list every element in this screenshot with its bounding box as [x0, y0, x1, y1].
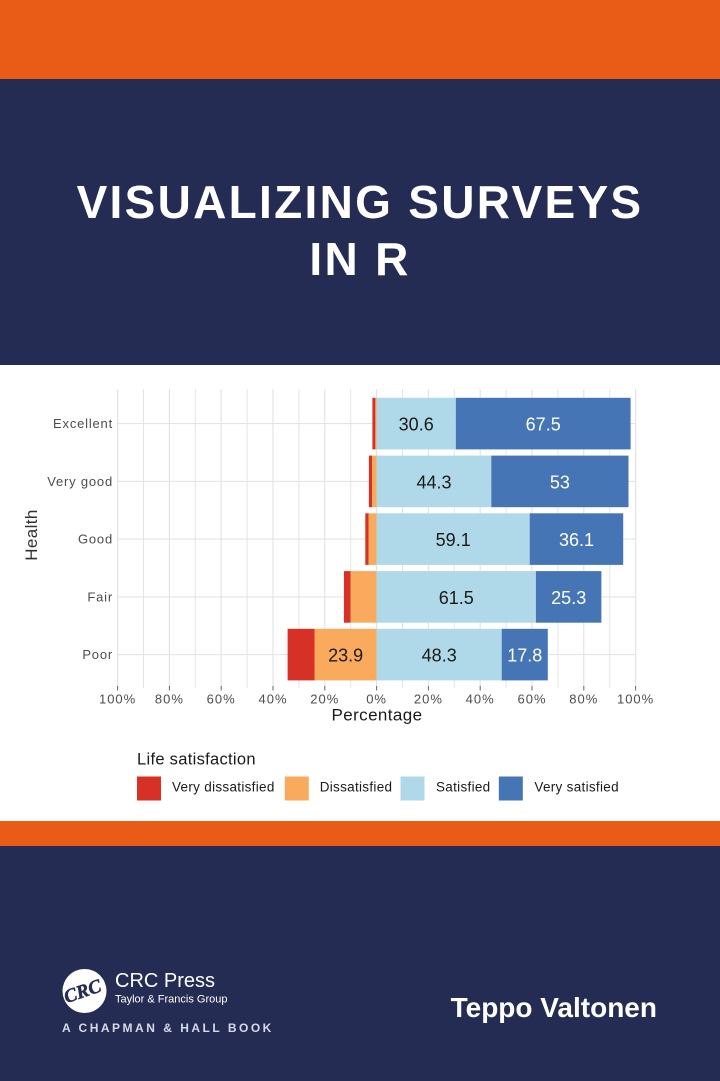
- svg-text:44.3: 44.3: [416, 472, 451, 492]
- svg-text:Excellent: Excellent: [53, 416, 113, 431]
- svg-text:CRC Press: CRC Press: [115, 970, 215, 992]
- svg-text:100%: 100%: [99, 692, 136, 707]
- svg-text:61.5: 61.5: [439, 588, 474, 608]
- svg-text:67.5: 67.5: [526, 415, 561, 435]
- svg-text:Satisfied: Satisfied: [436, 780, 490, 795]
- svg-text:100%: 100%: [617, 692, 654, 707]
- svg-text:Dissatisfied: Dissatisfied: [320, 780, 393, 795]
- svg-text:Poor: Poor: [82, 647, 113, 662]
- svg-text:59.1: 59.1: [436, 530, 471, 550]
- svg-text:Good: Good: [78, 532, 113, 547]
- svg-text:53: 53: [550, 472, 570, 492]
- svg-text:Very satisfied: Very satisfied: [534, 780, 619, 795]
- svg-text:60%: 60%: [517, 692, 546, 707]
- svg-text:25.3: 25.3: [551, 588, 586, 608]
- svg-text:0%: 0%: [366, 692, 387, 707]
- svg-text:36.1: 36.1: [559, 530, 594, 550]
- svg-text:23.9: 23.9: [328, 646, 363, 666]
- svg-text:Life satisfaction: Life satisfaction: [137, 751, 256, 769]
- svg-text:30.6: 30.6: [399, 415, 434, 435]
- svg-text:Very dissatisfied: Very dissatisfied: [172, 780, 275, 795]
- svg-text:80%: 80%: [155, 692, 184, 707]
- svg-text:40%: 40%: [466, 692, 495, 707]
- svg-text:20%: 20%: [414, 692, 443, 707]
- svg-text:Fair: Fair: [87, 589, 113, 604]
- svg-text:17.8: 17.8: [507, 646, 542, 666]
- svg-text:Health: Health: [22, 509, 41, 561]
- svg-text:48.3: 48.3: [422, 646, 457, 666]
- svg-text:Taylor & Francis Group: Taylor & Francis Group: [115, 994, 227, 1006]
- svg-text:80%: 80%: [569, 692, 598, 707]
- svg-text:20%: 20%: [310, 692, 339, 707]
- svg-text:Very good: Very good: [47, 474, 113, 489]
- svg-text:40%: 40%: [258, 692, 287, 707]
- svg-text:60%: 60%: [207, 692, 236, 707]
- svg-text:Percentage: Percentage: [332, 706, 423, 725]
